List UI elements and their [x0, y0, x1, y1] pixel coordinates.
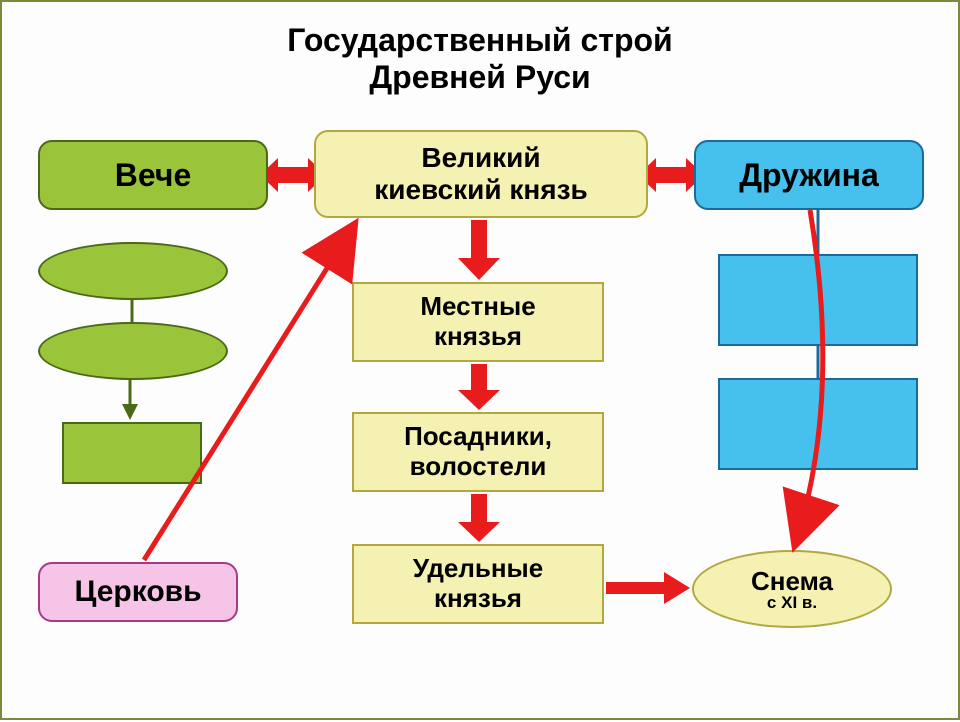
diagram-canvas: Государственный строй Древней Руси Вече … [0, 0, 960, 720]
arrow-udel-to-snem [606, 572, 690, 604]
arrow-church-to-prince [2, 2, 960, 722]
